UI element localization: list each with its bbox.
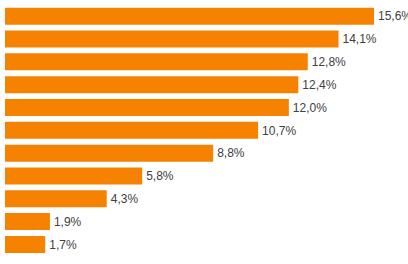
svg-text:1,9%: 1,9% [54,215,82,229]
svg-text:12,0%: 12,0% [293,101,327,115]
svg-text:5,8%: 5,8% [146,169,174,183]
svg-text:15,6%: 15,6% [378,9,400,23]
svg-text:8,8%: 8,8% [217,146,245,160]
svg-text:4,3%: 4,3% [111,192,139,206]
svg-text:12,8%: 12,8% [312,55,346,69]
svg-text:12,4%: 12,4% [302,78,336,92]
svg-text:1,7%: 1,7% [49,238,77,252]
svg-text:10,7%: 10,7% [262,124,296,138]
svg-text:14,1%: 14,1% [343,32,377,46]
